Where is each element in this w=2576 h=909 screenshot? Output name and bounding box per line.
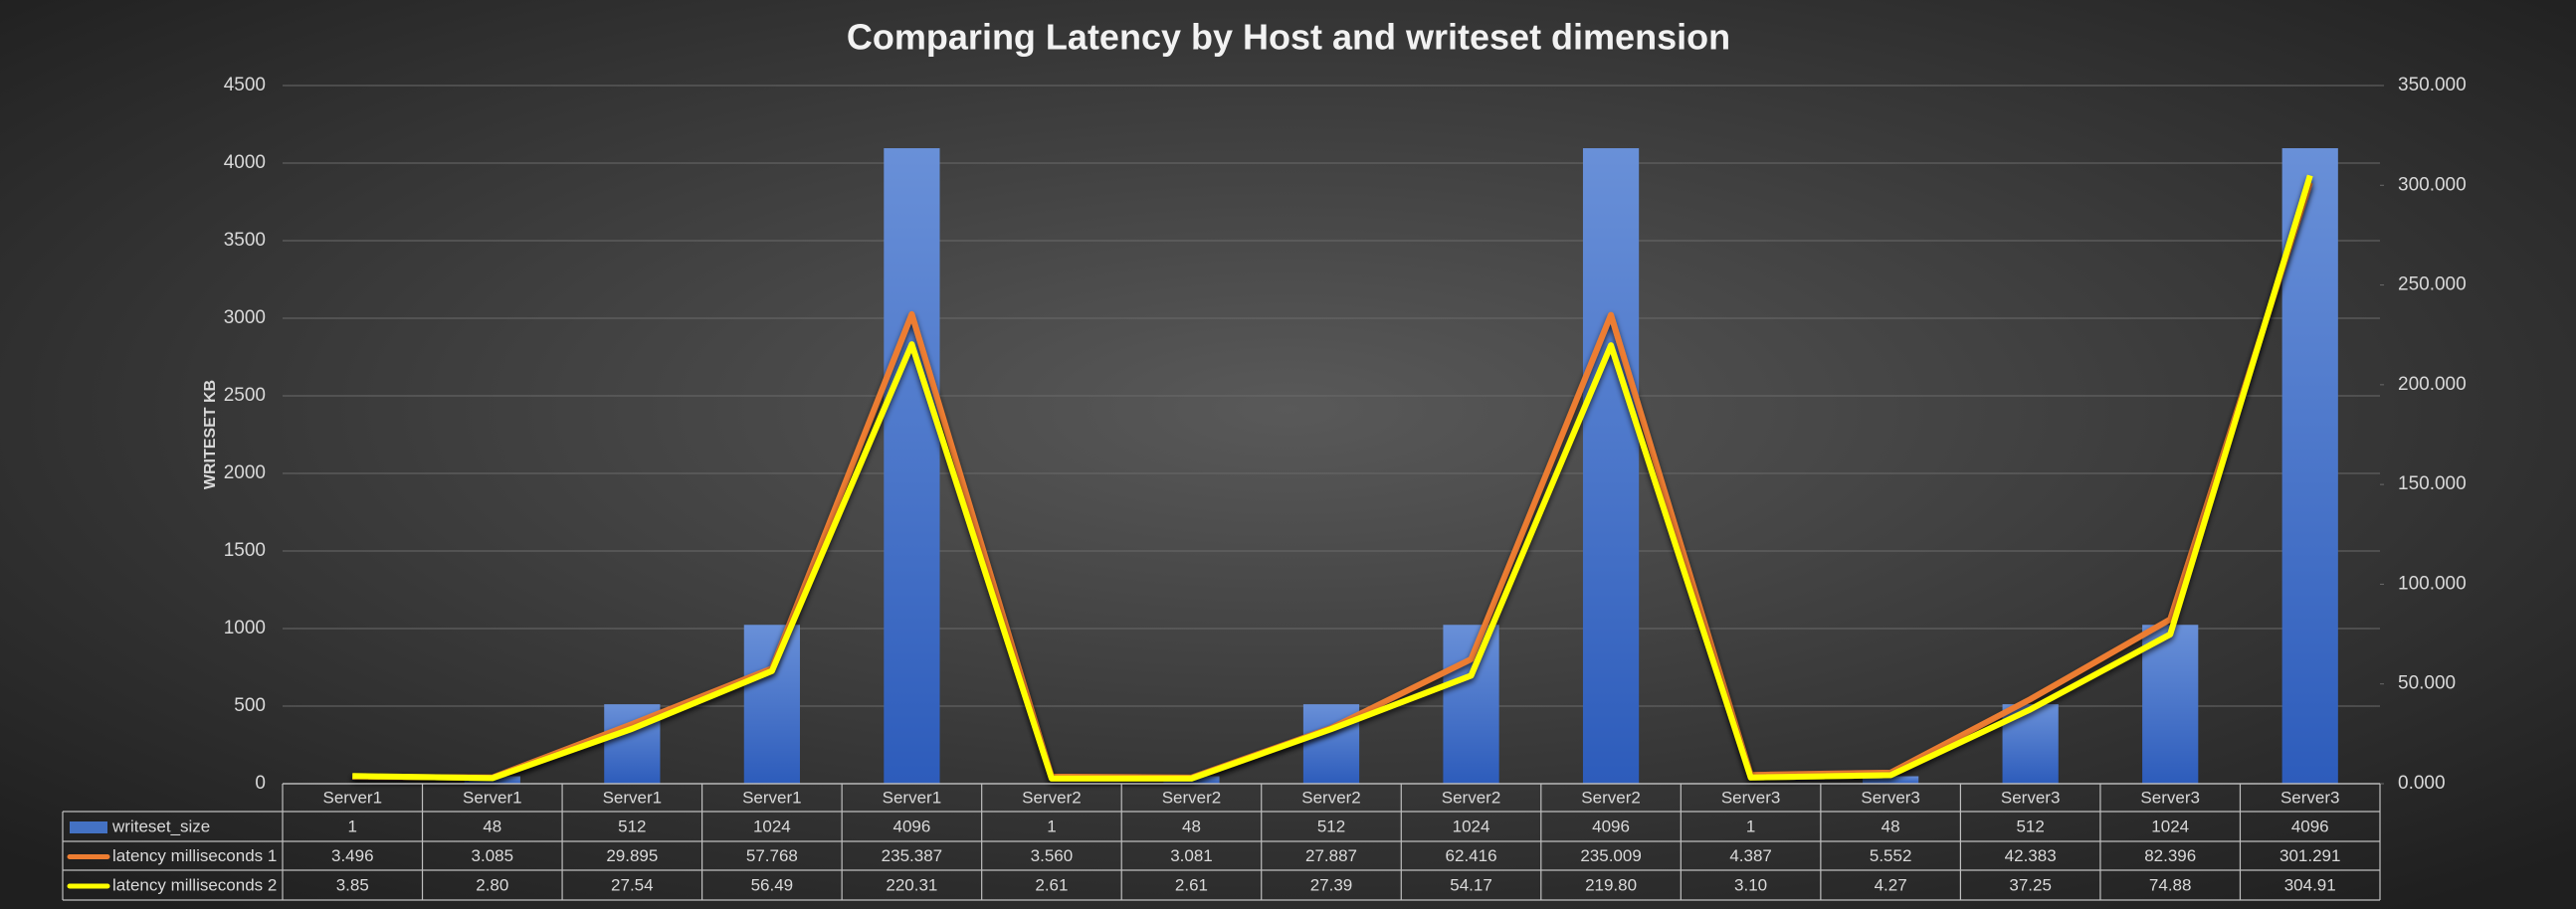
table-value: 3.10	[1734, 875, 1767, 894]
y2-tick-label: 150.000	[2398, 473, 2467, 494]
bar	[1863, 776, 1919, 784]
x-tick-label: Server2	[1442, 788, 1501, 807]
table-value: 3.081	[1170, 846, 1213, 865]
chart-title: Comparing Latency by Host and writeset d…	[847, 17, 1730, 58]
table-value: 27.54	[611, 875, 654, 894]
x-tick-label: Server3	[1861, 788, 1920, 807]
table-value: 27.887	[1305, 846, 1357, 865]
table-value: 1024	[753, 817, 791, 835]
y-tick-label: 4000	[224, 152, 266, 173]
table-value: 235.387	[882, 846, 942, 865]
table-value: 48	[483, 817, 501, 835]
y2-tick-label: 100.000	[2398, 573, 2467, 594]
table-value: 512	[2016, 817, 2044, 835]
table-value: 48	[1882, 817, 1900, 835]
table-value: 1	[1746, 817, 1755, 835]
table-value: 74.88	[2149, 875, 2192, 894]
table-value: 5.552	[1870, 846, 1912, 865]
table-value: 4.387	[1729, 846, 1772, 865]
table-value: 1024	[1453, 817, 1490, 835]
x-tick-label: Server2	[1162, 788, 1222, 807]
table-value: 2.80	[476, 875, 508, 894]
y2-tick-label: 200.000	[2398, 374, 2467, 395]
table-value: 3.560	[1031, 846, 1074, 865]
table-value: 4.27	[1875, 875, 1907, 894]
x-tick-label: Server3	[2140, 788, 2200, 807]
y2-tick-label: 300.000	[2398, 174, 2467, 195]
y2-tick-label: 250.000	[2398, 274, 2467, 295]
y-tick-label: 1500	[224, 540, 266, 561]
y2-tick-label: 50.000	[2398, 673, 2456, 694]
y2-tick-label: 350.000	[2398, 75, 2467, 95]
x-tick-label: Server1	[463, 788, 522, 807]
table-value: 4096	[892, 817, 930, 835]
y2-tick-label: 0.000	[2398, 773, 2446, 794]
table-value: 54.17	[1450, 875, 1492, 894]
y-tick-label: 500	[234, 695, 266, 716]
table-value: 4096	[1592, 817, 1630, 835]
table-value: 56.49	[751, 875, 794, 894]
table-value: 27.39	[1310, 875, 1353, 894]
table-value: 3.496	[331, 846, 374, 865]
bar	[1443, 625, 1499, 784]
y-tick-label: 0	[255, 773, 266, 794]
bar	[743, 625, 800, 784]
x-tick-label: Server1	[323, 788, 383, 807]
table-value: 1	[348, 817, 357, 835]
table-value: 29.895	[606, 846, 658, 865]
x-tick-label: Server2	[1301, 788, 1361, 807]
table-value: 82.396	[2144, 846, 2196, 865]
table-value: 1	[1047, 817, 1056, 835]
legend-label: latency milliseconds 2	[112, 875, 277, 894]
table-value: 219.80	[1585, 875, 1637, 894]
x-tick-label: Server1	[742, 788, 802, 807]
y-tick-label: 3000	[224, 307, 266, 328]
table-value: 62.416	[1446, 846, 1497, 865]
bar	[884, 148, 940, 785]
table-value: 512	[618, 817, 646, 835]
bar	[1582, 148, 1640, 785]
y-axis-title: WRITESET KB	[202, 380, 219, 489]
bar	[2142, 625, 2199, 784]
legend-key	[70, 821, 107, 833]
y-tick-label: 2000	[224, 462, 266, 483]
table-value: 37.25	[2009, 875, 2052, 894]
y-tick-label: 3500	[224, 230, 266, 251]
table-value: 235.009	[1580, 846, 1641, 865]
table-value: 512	[1317, 817, 1345, 835]
x-tick-label: Server1	[883, 788, 942, 807]
table-value: 2.61	[1175, 875, 1208, 894]
y-tick-label: 4500	[224, 75, 266, 95]
table-value: 48	[1182, 817, 1201, 835]
y-tick-label: 1000	[224, 618, 266, 638]
bar	[2281, 148, 2338, 785]
y-tick-label: 2500	[224, 385, 266, 406]
table-value: 301.291	[2279, 846, 2340, 865]
x-tick-label: Server2	[1581, 788, 1641, 807]
x-tick-label: Server3	[1721, 788, 1781, 807]
table-value: 42.383	[2005, 846, 2057, 865]
x-tick-label: Server3	[2280, 788, 2340, 807]
table-value: 2.61	[1035, 875, 1068, 894]
table-value: 220.31	[886, 875, 937, 894]
table-value: 304.91	[2284, 875, 2336, 894]
table-value: 3.085	[472, 846, 514, 865]
table-value: 4096	[2291, 817, 2329, 835]
table-value: 3.85	[336, 875, 369, 894]
line	[352, 174, 2313, 782]
x-tick-label: Server3	[2001, 788, 2061, 807]
x-tick-label: Server2	[1022, 788, 1082, 807]
legend-label: latency milliseconds 1	[112, 846, 277, 865]
table-value: 57.768	[746, 846, 798, 865]
table-value: 1024	[2151, 817, 2189, 835]
legend-label: writeset_size	[111, 817, 210, 835]
x-tick-label: Server1	[603, 788, 663, 807]
